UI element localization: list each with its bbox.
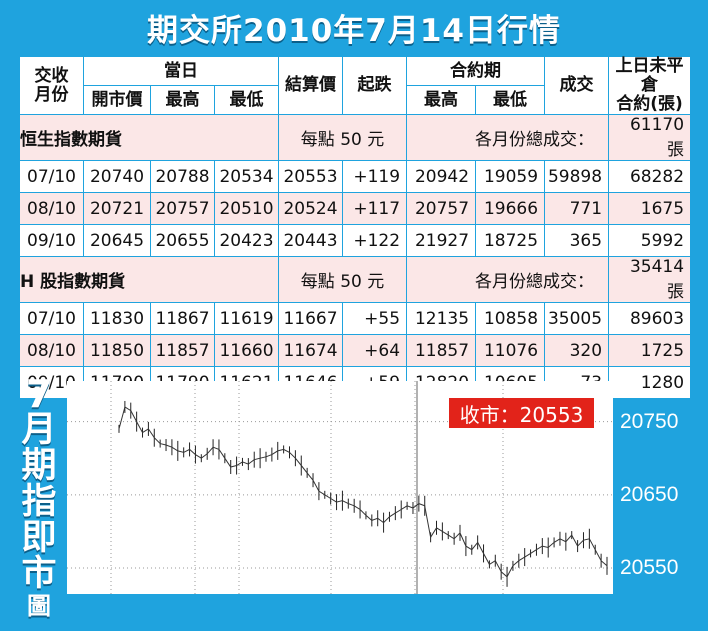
table-cell: 20788 [150, 160, 215, 193]
table-cell: 12135 [406, 302, 477, 335]
section-per-point: 每點 50 元 [278, 114, 408, 161]
month-header: 交收 月份 [19, 56, 84, 115]
table-cell: 20524 [278, 192, 344, 225]
table-cell: 21927 [406, 224, 477, 257]
table-cell: 11076 [475, 334, 546, 367]
table-cell: 59898 [544, 160, 610, 193]
table-cell: +117 [342, 192, 408, 225]
contract-low-header: 最低 [475, 85, 546, 115]
chart-title-char: 圖 [27, 592, 51, 620]
table-cell: +119 [342, 160, 408, 193]
header-row-2: 開市價 最高 最低 最高 最低 [20, 85, 691, 115]
table-cell: 19059 [475, 160, 546, 193]
table-cell: 20655 [150, 224, 215, 257]
section-row: H 股指數期貨 每點 50 元各月份總成交： 35414 張 [18, 256, 692, 303]
table-cell: 20942 [406, 160, 477, 193]
section-per-point: 每點 50 元 [278, 256, 408, 303]
table-row: 08/10 11850 11857 11660 11674 +64 11857 11076 32… [19, 334, 692, 367]
section-row: 恒生指數期貨 每點 50 元各月份總成交： 61170 張 [18, 114, 692, 161]
table-cell: 20757 [406, 192, 477, 225]
table-cell: 11619 [213, 302, 280, 335]
today-header: 當日 [82, 56, 280, 86]
low-header: 最低 [213, 85, 280, 115]
table-cell: 11660 [213, 334, 280, 367]
table-cell: 1675 [608, 192, 692, 225]
table-cell: 07/10 [19, 302, 84, 335]
table-cell: 20423 [213, 224, 280, 257]
volume-header: 成交 [544, 56, 610, 115]
settle-header: 結算價 [278, 56, 344, 115]
section-name: 恒生指數期貨 [18, 114, 280, 161]
table-cell: 20740 [83, 160, 151, 193]
table-cell: 1725 [608, 334, 692, 367]
table-cell: 18725 [475, 224, 546, 257]
table-cell: 10858 [475, 302, 546, 335]
header-row-1: 交收 月份 當日 結算價 起跌 合約期 成交 上日未平倉 合約(張) [19, 56, 692, 115]
close-price-badge: 收市：20553 [449, 398, 594, 428]
table-cell: 11674 [278, 334, 344, 367]
table-cell: 11850 [83, 334, 151, 367]
table-cell: 07/10 [19, 160, 84, 193]
table-row: 07/10 20740 20788 20534 20553 +119 20942 19059 5… [19, 160, 692, 193]
table-cell: 11857 [406, 334, 477, 367]
table-cell: 89603 [608, 302, 692, 335]
section-total: 61170 張 [608, 114, 692, 161]
table-cell: 19666 [475, 192, 546, 225]
table-cell: 20645 [83, 224, 151, 257]
table-cell: 11857 [150, 334, 215, 367]
change-header: 起跌 [342, 56, 408, 115]
table-cell: 20721 [83, 192, 151, 225]
table-row: 09/10 20645 20655 20423 20443 +122 21927 18725 3… [19, 224, 692, 257]
table-cell: +122 [342, 224, 408, 257]
section-total-label: 各月份總成交： [406, 256, 610, 303]
ytick-label: 20550 [620, 556, 679, 579]
ytick-label: 20750 [620, 410, 679, 433]
chart-svg [67, 381, 613, 594]
high-header: 最高 [150, 85, 215, 115]
table-cell: 11667 [278, 302, 344, 335]
table-cell: 35005 [544, 302, 610, 335]
chart-title-char: 7 [25, 372, 53, 416]
table-cell: 68282 [608, 160, 692, 193]
chart-title-char: 市 [21, 554, 57, 594]
table-cell: 09/10 [19, 224, 84, 257]
table-cell: 11830 [83, 302, 151, 335]
page-title: 期交所2010年7月14日行情 [147, 12, 561, 49]
quotes-table: 交收 月份 當日 結算價 起跌 合約期 成交 上日未平倉 合約(張) 開市價 最高 … [18, 56, 692, 399]
section-total-label: 各月份總成交： [406, 114, 610, 161]
table-cell: 20757 [150, 192, 215, 225]
price-line [118, 406, 608, 578]
section-name: H 股指數期貨 [18, 256, 280, 303]
contract-high-header: 最高 [406, 85, 477, 115]
contract-header: 合約期 [406, 56, 546, 86]
chart-title-char: 期 [21, 446, 57, 486]
table-cell: 20534 [213, 160, 280, 193]
chart-title-char: 月 [21, 410, 57, 450]
table-body: 恒生指數期貨 每點 50 元各月份總成交： 61170 張 07/10 20740 207… [18, 114, 692, 399]
table-cell: 20443 [278, 224, 344, 257]
open-header: 開市價 [83, 85, 151, 115]
section-total: 35414 張 [608, 256, 692, 303]
table-cell: +64 [342, 334, 408, 367]
chart-title-char: 指 [21, 482, 57, 522]
open-interest-header: 上日未平倉 合約(張) [608, 56, 692, 115]
table-row: 08/10 20721 20757 20510 20524 +117 20757 19666 7… [19, 192, 692, 225]
table-cell: 20553 [278, 160, 344, 193]
chart-title-char: 即 [21, 518, 57, 558]
table-cell: 1280 [608, 366, 692, 399]
table-cell: 20510 [213, 192, 280, 225]
table-row: 07/10 11830 11867 11619 11667 +55 12135 10858 35… [19, 302, 692, 335]
table-cell: 08/10 [19, 334, 84, 367]
ytick-label: 20650 [620, 483, 679, 506]
table-cell: 365 [544, 224, 610, 257]
table-cell: 320 [544, 334, 610, 367]
table-cell: 08/10 [19, 192, 84, 225]
table-cell: 771 [544, 192, 610, 225]
table-cell: +55 [342, 302, 408, 335]
table-cell: 5992 [608, 224, 692, 257]
table-cell: 11867 [150, 302, 215, 335]
